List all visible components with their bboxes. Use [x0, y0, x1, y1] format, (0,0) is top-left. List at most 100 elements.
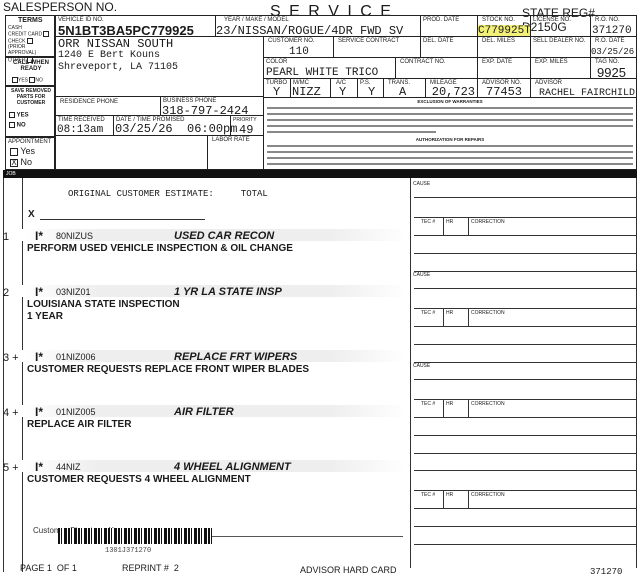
no-checkbox[interactable]	[29, 77, 36, 83]
ymm-box: YEAR / MAKE / MODEL 23/NISSAN/ROGUE/4DR F…	[215, 15, 421, 37]
barcode-text: 1301J371270	[105, 547, 152, 555]
ro-date-box: R.O. DATE 03/25/26	[590, 36, 637, 58]
appt-yes[interactable]: Yes	[10, 146, 35, 156]
ro-date-value: 03/25/26	[591, 47, 635, 57]
correction-line[interactable]	[414, 326, 636, 327]
job-band	[22, 285, 407, 297]
job-description-2: 1 YEAR	[27, 311, 63, 322]
vin-box: VEHICLE ID No. 5N1BT3BA5PC779925	[55, 15, 216, 38]
job-description: CUSTOMER REQUESTS REPLACE FRONT WIPER BL…	[27, 364, 310, 375]
tag-box: TAG No. 9925	[590, 57, 637, 80]
save-parts-box: SAVE REMOVED PARTS FOR CUSTOMER YES NO	[5, 86, 55, 137]
contract-box: CONTRACT No.	[395, 57, 478, 79]
legal-box: EXCLUSION OF WARRANTIES AUTHORIZATION FO…	[263, 97, 637, 170]
job-code: I*	[35, 405, 44, 419]
appt-no[interactable]: X No	[10, 157, 33, 167]
job-band	[22, 460, 407, 472]
repair-panel: CAUSE TEC # HR CORRECTION CAUSE TEC # HR…	[410, 178, 637, 568]
estimate-x: X	[28, 209, 35, 220]
cause-line[interactable]	[414, 470, 636, 471]
ro-value: 371270	[592, 25, 632, 37]
credit-checkbox[interactable]	[43, 31, 50, 38]
del-date-box: DEL. DATE	[420, 36, 478, 58]
trans-box: TRANS. A	[383, 78, 426, 98]
correction-label: CORRECTION	[471, 219, 505, 225]
warranty-title: EXCLUSION OF WARRANTIES	[417, 99, 483, 104]
terms-box: TERMS CASH CREDIT CARD CHECK (PRIOR APPR…	[5, 15, 55, 63]
job-title: 1 YR LA STATE INSP	[174, 286, 282, 298]
left-border	[3, 178, 4, 572]
form-title: S E R V I C E	[270, 3, 393, 20]
mileage-value: 20,723	[431, 85, 475, 99]
correction-line[interactable]	[414, 417, 636, 418]
call-label: CALL WHEN READY	[13, 60, 49, 72]
time-received-box: TIME RECEIVED 08:13am	[55, 115, 114, 136]
advisor-box: ADVISOR RACHEL FAIRCHILD	[530, 78, 637, 99]
advisor-name: RACHEL FAIRCHILD	[539, 88, 636, 99]
priority-box: PRIORITY 49	[230, 115, 264, 136]
op-code: 80NIZUS	[56, 231, 94, 241]
job-number: 2	[3, 287, 10, 299]
tec-label: TEC #	[421, 310, 436, 316]
job-description: CUSTOMER REQUESTS 4 WHEEL ALIGNMENT	[27, 474, 251, 485]
exp-miles-box: EXP. MILES	[530, 57, 591, 79]
job-title: AIR FILTER	[174, 406, 234, 418]
cause-label: CAUSE	[413, 181, 431, 187]
job-band	[22, 350, 407, 362]
job-number: 5 +	[3, 462, 19, 474]
priority-value: 49	[239, 123, 254, 137]
customer-address1: 1240 E Bert Kouns	[58, 50, 161, 61]
correction-label: CORRECTION	[471, 310, 505, 316]
reprint-number: REPRINT # 2	[122, 563, 179, 573]
correction-label: CORRECTION	[471, 492, 505, 498]
op-code: 44NIZ	[56, 462, 81, 472]
footer-ro-number: 371270	[590, 567, 623, 577]
job-description: LOUISIANA STATE INSPECTION	[27, 299, 180, 310]
mmc-box: M/MC NIZZ	[290, 78, 331, 98]
job-number: 3 +	[3, 352, 19, 364]
customer-name: ORR NISSAN SOUTH	[58, 37, 174, 51]
save-no[interactable]: NO	[9, 122, 26, 129]
customer-address2: Shreveport, LA 71105	[58, 62, 179, 73]
ac-box: A/C Y	[330, 78, 358, 98]
notes-box	[55, 135, 208, 170]
stock-value: C779925T	[478, 25, 531, 37]
cause-line[interactable]	[414, 379, 636, 380]
check-checkbox[interactable]	[26, 37, 33, 44]
signature-line[interactable]	[120, 536, 403, 537]
job-code: I*	[35, 350, 44, 364]
job-number: 4 +	[3, 407, 19, 419]
correction-line[interactable]	[414, 508, 636, 509]
card-type: ADVISOR HARD CARD	[300, 565, 397, 575]
job-band	[22, 405, 407, 417]
correction-label: CORRECTION	[471, 401, 505, 407]
sell-dealer-box: SELL DEALER No.	[530, 36, 591, 58]
job-title: 4 WHEEL ALIGNMENT	[174, 461, 291, 473]
job-code: I*	[35, 285, 44, 299]
job-bar: JOB	[3, 170, 637, 178]
cust-no-box: CUSTOMER No. 110	[263, 36, 334, 58]
job-title: REPLACE FRT WIPERS	[174, 351, 298, 363]
cause-line[interactable]	[414, 288, 636, 289]
color-box: COLOR PEARL WHITE TRICO	[263, 57, 396, 79]
job-code: I*	[35, 460, 44, 474]
cause-label: CAUSE	[413, 363, 431, 369]
vin-value: 5N1BT3BA5PC779925	[58, 23, 194, 38]
op-code: 03NIZ01	[56, 287, 91, 297]
cause-line[interactable]	[414, 197, 636, 198]
job-title: USED CAR RECON	[174, 230, 275, 242]
customer-box: ORR NISSAN SOUTH 1240 E Bert Kouns Shrev…	[55, 36, 264, 97]
op-code: 01NIZ005	[56, 407, 96, 417]
res-phone-box: RESIDENCE PHONE	[55, 96, 161, 116]
stock-box: STOCK No. C779925T	[477, 15, 531, 37]
salesperson-label: SALESPERSON NO.	[3, 0, 118, 14]
estimate-line[interactable]	[40, 219, 205, 220]
hr-label: HR	[446, 401, 454, 407]
page-number: PAGE 1 OF 1	[20, 563, 77, 573]
auth-title: AUTHORIZATION FOR REPAIRS	[415, 137, 485, 142]
call-when-ready-box: CALL WHEN READY YES NO	[5, 57, 55, 86]
yes-checkbox[interactable]	[12, 77, 18, 83]
mileage-box: MILEAGE 20,723	[425, 78, 478, 98]
save-yes[interactable]: YES	[9, 112, 29, 119]
correction-line[interactable]	[414, 235, 636, 236]
